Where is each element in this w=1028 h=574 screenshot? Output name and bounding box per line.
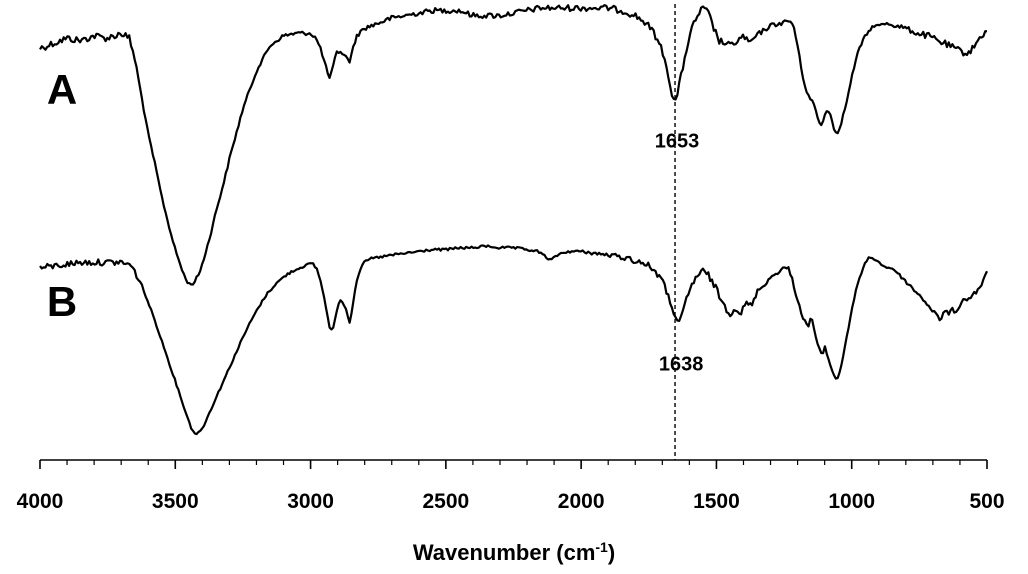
x-tick-label-4000: 4000	[17, 490, 64, 513]
x-tick-label-3500: 3500	[152, 490, 199, 513]
spectrum-line-b	[39, 244, 988, 436]
x-tick-label-500: 500	[969, 490, 1004, 513]
x-tick-label-2000: 2000	[558, 490, 605, 513]
x-tick-label-2500: 2500	[422, 490, 469, 513]
x-tick-label-1500: 1500	[693, 490, 740, 513]
labels-group: A B 1653 1638	[47, 66, 704, 375]
peak-label-1653: 1653	[655, 131, 700, 153]
x-tick-label-3000: 3000	[287, 490, 334, 513]
series-group	[39, 4, 988, 436]
series-label-a: A	[47, 66, 77, 113]
spectrum-line-a	[39, 4, 988, 286]
peak-label-1638: 1638	[659, 353, 704, 375]
x-tick-label-1000: 1000	[828, 490, 875, 513]
x-axis: 4000 3500 3000 2500 2000 1500 1000 500	[17, 459, 1005, 513]
x-axis-title: Wavenumber (cm-1)	[413, 539, 615, 565]
series-label-b: B	[47, 278, 77, 325]
